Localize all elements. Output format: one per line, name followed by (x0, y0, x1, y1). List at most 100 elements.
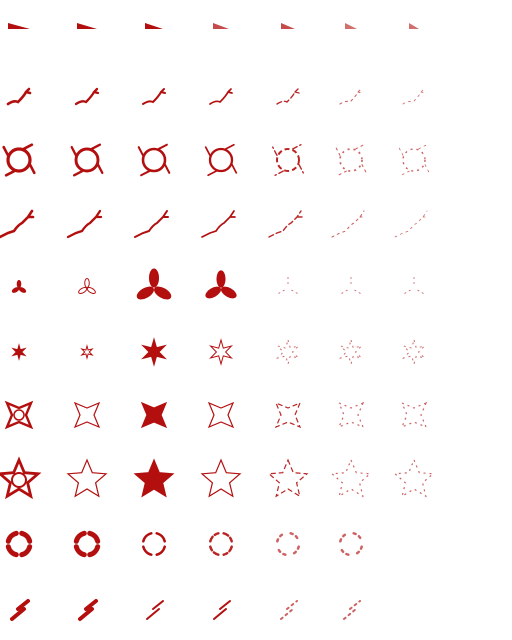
sprite-tri-blade-7 (385, 259, 443, 317)
star-icon (11, 343, 27, 361)
sprite-ring-segments-3 (125, 515, 183, 573)
arrow-scribble-icon (402, 88, 426, 105)
sprite-star-4 (192, 323, 250, 381)
sprite-four-point-star-2 (58, 386, 116, 444)
sprite-slash-pair-6 (322, 579, 380, 637)
arrow-scribble-icon (6, 87, 32, 106)
tri-blade-icon (205, 270, 237, 299)
sprite-tri-blade-1 (0, 259, 48, 317)
four-point-star-icon (274, 401, 302, 429)
five-point-star-icon (0, 456, 42, 500)
swirl-ring-icon (137, 143, 171, 177)
tri-blade-icon (338, 274, 364, 296)
sprite-swirl-ring-7 (385, 131, 443, 189)
sprite-five-point-star-6 (322, 451, 380, 509)
slash-pair-icon (343, 600, 361, 620)
sprite-four-point-star-4 (192, 386, 250, 444)
four-point-star-icon (400, 401, 428, 429)
sprite-swirl-ring-6 (322, 131, 380, 189)
tri-blade-icon (275, 274, 301, 296)
sprite-four-point-star-3 (125, 386, 183, 444)
sprite-ring-segments-2 (58, 515, 116, 573)
star-icon (209, 338, 233, 366)
swirl-ring-icon (272, 144, 304, 176)
sprite-slash-pair-4 (192, 579, 250, 637)
diagonal-arrows-icon (0, 209, 35, 239)
sprite-swirl-ring-2 (58, 131, 116, 189)
five-point-star-icon (267, 458, 309, 498)
swirl-ring-icon (398, 144, 430, 176)
wedge-icon (77, 23, 97, 29)
wedge-icon (281, 23, 295, 29)
ring-segments-icon (73, 530, 101, 558)
sprite-wedge-3 (125, 0, 183, 57)
sprite-star-7 (385, 323, 443, 381)
sprite-ring-segments-1 (0, 515, 48, 573)
five-point-star-icon (393, 458, 435, 498)
tri-blade-icon (78, 278, 96, 294)
ring-segments-icon (5, 530, 33, 558)
sprite-five-point-star-5 (259, 451, 317, 509)
arrow-scribble-icon (142, 88, 166, 105)
sprite-swirl-ring-3 (125, 131, 183, 189)
sprite-diagonal-arrows-7 (385, 193, 443, 251)
slash-pair-icon (385, 579, 443, 637)
sprite-arrow-scribble-4 (192, 68, 250, 126)
sprite-wedge-2 (58, 0, 116, 57)
sprite-arrow-scribble-3 (125, 68, 183, 126)
sprite-arrow-scribble-2 (58, 68, 116, 126)
sprite-wedge-7 (385, 0, 443, 57)
diagonal-arrows-icon (268, 210, 303, 238)
slash-pair-icon (10, 599, 30, 621)
swirl-ring-icon (2, 143, 36, 177)
sprite-wedge-5 (259, 0, 317, 57)
sprite-arrow-scribble-7 (385, 68, 443, 126)
wedge-icon (409, 23, 419, 29)
sprite-slash-pair-1 (0, 579, 48, 637)
star-icon (141, 337, 167, 367)
sprite-slash-pair-5 (259, 579, 317, 637)
sprite-star-5 (259, 323, 317, 381)
wedge-icon (345, 23, 357, 29)
sprite-star-6 (322, 323, 380, 381)
sprite-tri-blade-5 (259, 259, 317, 317)
star-icon (402, 338, 426, 366)
sprite-four-point-star-6 (322, 386, 380, 444)
ring-segments-icon (209, 532, 233, 556)
four-point-star-icon (140, 401, 168, 429)
sprite-slash-pair-3 (125, 579, 183, 637)
arrow-scribble-icon (209, 88, 233, 105)
sprite-arrow-scribble-6 (322, 68, 380, 126)
sprite-tri-blade-4 (192, 259, 250, 317)
sprite-star-2 (58, 323, 116, 381)
star-icon (339, 338, 363, 366)
tri-blade-icon (136, 268, 172, 300)
sprite-star-3 (125, 323, 183, 381)
five-point-star-icon (133, 458, 175, 498)
sprite-wedge-6 (322, 0, 380, 57)
five-point-star-icon (66, 458, 108, 498)
diagonal-arrows-icon (201, 210, 236, 238)
sprite-diagonal-arrows-4 (192, 193, 250, 251)
arrow-scribble-icon (339, 88, 363, 105)
sprite-four-point-star-1 (0, 386, 48, 444)
ring-segments-icon (276, 532, 300, 556)
sprite-five-point-star-2 (58, 451, 116, 509)
sprite-slash-pair-2 (58, 579, 116, 637)
sprite-four-point-star-5 (259, 386, 317, 444)
sprite-ring-segments-6 (322, 515, 380, 573)
sprite-tri-blade-3 (125, 259, 183, 317)
sprite-tri-blade-2 (58, 259, 116, 317)
wedge-icon (213, 23, 229, 29)
wedge-icon (145, 23, 163, 29)
sprite-arrow-scribble-5 (259, 68, 317, 126)
five-point-star-icon (200, 458, 242, 498)
sprite-five-point-star-4 (192, 451, 250, 509)
tri-blade-icon (11, 279, 27, 293)
five-point-star-icon (330, 458, 372, 498)
star-icon (276, 338, 300, 366)
sprite-five-point-star-3 (125, 451, 183, 509)
slash-pair-icon (280, 600, 298, 620)
wedge-icon (8, 23, 30, 29)
